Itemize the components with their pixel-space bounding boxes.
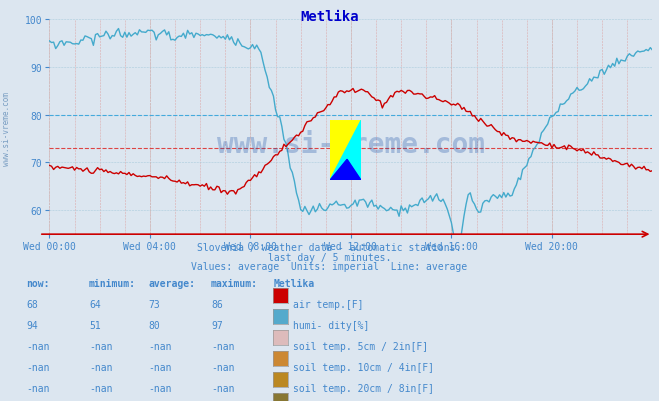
Text: humi- dity[%]: humi- dity[%]: [293, 320, 370, 330]
Text: minimum:: minimum:: [89, 279, 136, 289]
Text: last day / 5 minutes.: last day / 5 minutes.: [268, 253, 391, 263]
Text: 97: 97: [211, 320, 223, 330]
Text: Metlika: Metlika: [273, 279, 314, 289]
Text: -nan: -nan: [89, 362, 113, 372]
Text: soil temp. 20cm / 8in[F]: soil temp. 20cm / 8in[F]: [293, 383, 434, 393]
Text: 68: 68: [26, 300, 38, 310]
Text: average:: average:: [148, 279, 195, 289]
Text: 80: 80: [148, 320, 160, 330]
Text: 73: 73: [148, 300, 160, 310]
Text: soil temp. 10cm / 4in[F]: soil temp. 10cm / 4in[F]: [293, 362, 434, 372]
Text: -nan: -nan: [26, 383, 50, 393]
Text: 94: 94: [26, 320, 38, 330]
Text: -nan: -nan: [89, 341, 113, 351]
Text: -nan: -nan: [148, 341, 172, 351]
Text: -nan: -nan: [211, 341, 235, 351]
Text: Metlika: Metlika: [301, 10, 358, 24]
Text: soil temp. 5cm / 2in[F]: soil temp. 5cm / 2in[F]: [293, 341, 428, 351]
Text: 51: 51: [89, 320, 101, 330]
Text: www.si-vreme.com: www.si-vreme.com: [217, 130, 485, 158]
Text: www.si-vreme.com: www.si-vreme.com: [2, 91, 11, 165]
Text: maximum:: maximum:: [211, 279, 258, 289]
Text: 86: 86: [211, 300, 223, 310]
Text: -nan: -nan: [89, 383, 113, 393]
Text: -nan: -nan: [26, 341, 50, 351]
Text: -nan: -nan: [148, 383, 172, 393]
Text: Values: average  Units: imperial  Line: average: Values: average Units: imperial Line: av…: [191, 261, 468, 271]
Text: now:: now:: [26, 279, 50, 289]
Text: -nan: -nan: [211, 362, 235, 372]
Text: -nan: -nan: [211, 383, 235, 393]
Text: Slovenia / weather data - automatic stations.: Slovenia / weather data - automatic stat…: [197, 243, 462, 253]
Text: 64: 64: [89, 300, 101, 310]
Text: air temp.[F]: air temp.[F]: [293, 300, 364, 310]
Text: -nan: -nan: [148, 362, 172, 372]
Text: -nan: -nan: [26, 362, 50, 372]
